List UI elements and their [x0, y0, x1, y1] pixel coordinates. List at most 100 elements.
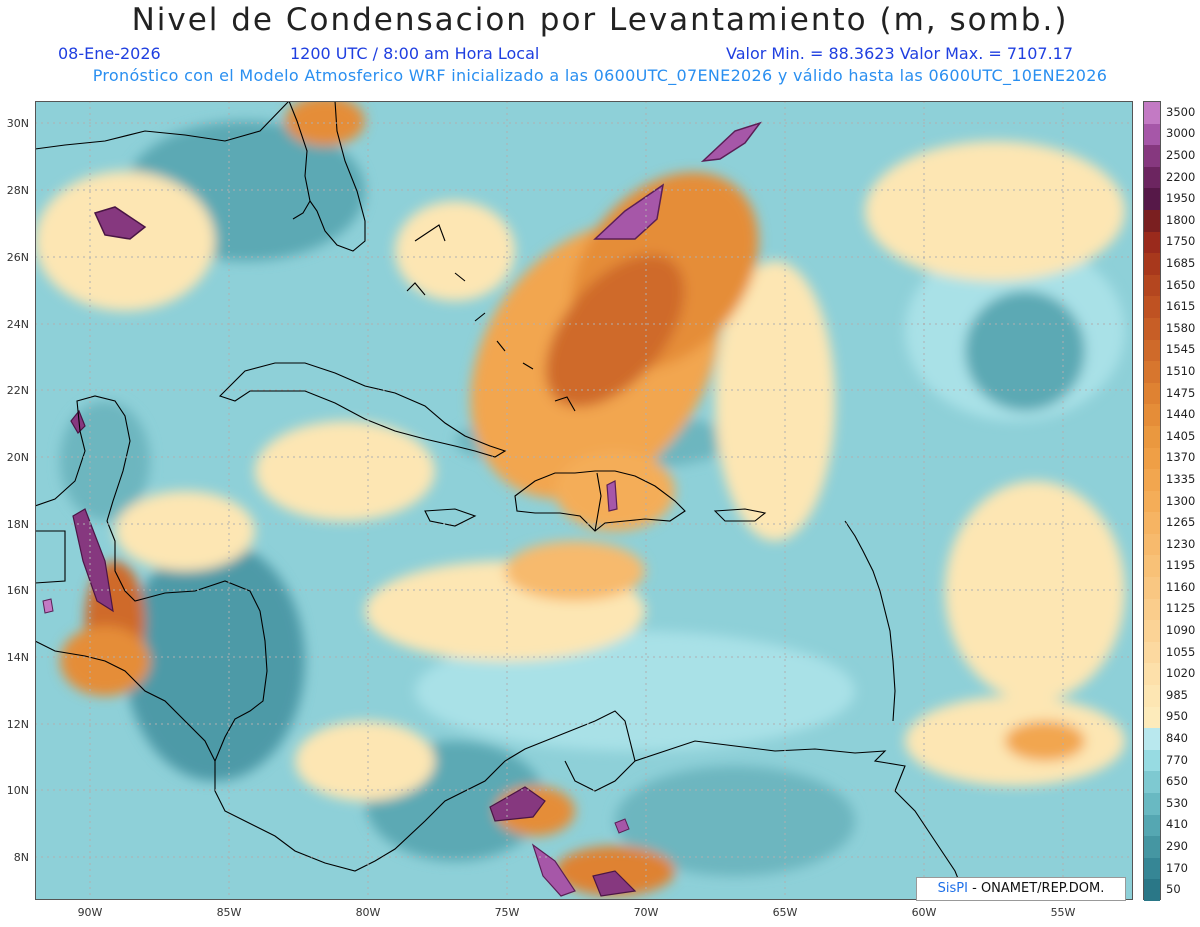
coastline-layer	[35, 101, 966, 897]
lon-tick-label: 80W	[355, 906, 381, 919]
legend-label: 985	[1166, 687, 1188, 702]
legend-swatch	[1144, 253, 1160, 276]
legend-swatch	[1144, 490, 1160, 513]
legend-swatch	[1144, 577, 1160, 600]
lon-tick-label: 70W	[633, 906, 659, 919]
legend-swatch	[1144, 533, 1160, 556]
legend-label: 1265	[1166, 515, 1196, 530]
legend-swatch	[1144, 663, 1160, 686]
gridline-layer	[35, 101, 1133, 900]
legend-swatch	[1144, 879, 1160, 902]
lat-tick-label: 8N	[13, 851, 29, 864]
legend-label: 1370	[1166, 450, 1196, 465]
lat-tick-label: 20N	[6, 451, 29, 464]
legend-label: 1545	[1166, 342, 1196, 357]
legend-label: 1300	[1166, 493, 1196, 508]
legend-swatch	[1144, 274, 1160, 297]
legend-swatch	[1144, 598, 1160, 621]
lat-tick-label: 18N	[6, 518, 29, 531]
legend-label: 1230	[1166, 536, 1196, 551]
lat-tick-label: 28N	[6, 184, 29, 197]
legend-label: 1020	[1166, 666, 1196, 681]
legend-label: 950	[1166, 709, 1188, 724]
legend-swatch	[1144, 857, 1160, 880]
sispi-logo: SisPI	[937, 881, 968, 896]
legend-swatch	[1144, 793, 1160, 816]
legend-swatch	[1144, 469, 1160, 492]
legend-swatch	[1144, 404, 1160, 427]
legend-swatch	[1144, 447, 1160, 470]
legend-swatch	[1144, 620, 1160, 643]
legend-swatch	[1144, 836, 1160, 859]
lat-tick-label: 14N	[6, 651, 29, 664]
legend-label: 2500	[1166, 147, 1196, 162]
legend-label: 170	[1166, 860, 1188, 875]
legend-label: 1055	[1166, 644, 1196, 659]
lon-tick-label: 65W	[772, 906, 798, 919]
credit-text: - ONAMET/REP.DOM.	[967, 881, 1105, 896]
legend-label: 1405	[1166, 428, 1196, 443]
legend-label: 1090	[1166, 623, 1196, 638]
lon-tick-label: 60W	[911, 906, 937, 919]
legend-swatch	[1144, 209, 1160, 233]
legend-label: 1750	[1166, 234, 1196, 249]
legend-label: 1580	[1166, 320, 1196, 335]
legend-swatch	[1144, 296, 1160, 319]
map-frame	[35, 101, 1133, 900]
legend-label: 1125	[1166, 601, 1196, 616]
forecast-time: 1200 UTC / 8:00 am Hora Local	[290, 44, 540, 63]
legend-swatch	[1144, 728, 1160, 751]
legend-label: 50	[1166, 882, 1181, 897]
legend-swatch	[1144, 382, 1160, 405]
legend-swatch	[1144, 123, 1160, 146]
legend-label: 1615	[1166, 299, 1196, 314]
legend-label: 1800	[1166, 212, 1196, 227]
lat-tick-label: 16N	[6, 584, 29, 597]
legend-swatch	[1144, 555, 1160, 578]
legend-swatch	[1144, 512, 1160, 535]
lon-tick-label: 90W	[77, 906, 103, 919]
legend-label: 770	[1166, 752, 1188, 767]
legend-swatch	[1144, 339, 1160, 362]
lat-tick-label: 30N	[6, 117, 29, 130]
map-title: Nivel de Condensacion por Levantamiento …	[131, 2, 1069, 38]
legend-swatch	[1144, 102, 1160, 125]
legend-label: 1950	[1166, 191, 1196, 206]
color-legend	[1143, 101, 1161, 902]
legend-label: 1510	[1166, 363, 1196, 378]
legend-swatch	[1144, 317, 1160, 341]
map-panel	[35, 101, 1133, 900]
legend-label: 290	[1166, 839, 1188, 853]
legend-swatch	[1144, 749, 1160, 772]
legend-label: 1650	[1166, 277, 1196, 292]
legend-label: 1685	[1166, 255, 1196, 270]
legend-swatch	[1144, 425, 1160, 448]
legend-swatch	[1144, 814, 1160, 837]
legend-swatch	[1144, 188, 1160, 211]
forecast-date: 08-Ene-2026	[58, 44, 161, 63]
shading-layer	[35, 101, 1125, 896]
forecast-note: Pronóstico con el Modelo Atmosferico WRF…	[92, 66, 1108, 85]
legend-label: 3000	[1166, 126, 1196, 141]
legend-swatch	[1144, 706, 1160, 729]
legend-swatch	[1144, 166, 1160, 189]
legend-label: 1160	[1166, 579, 1196, 594]
legend-swatch	[1144, 145, 1160, 168]
lon-tick-label: 75W	[494, 906, 520, 919]
lat-tick-label: 22N	[6, 384, 29, 397]
legend-swatch	[1144, 685, 1160, 708]
lat-tick-label: 24N	[6, 318, 29, 331]
legend-label: 840	[1166, 731, 1188, 746]
credit-box: SisPI - ONAMET/REP.DOM.	[916, 877, 1126, 901]
legend-swatch	[1144, 361, 1160, 384]
legend-label: 1335	[1166, 471, 1196, 486]
legend-swatch	[1144, 641, 1160, 664]
legend-label: 1195	[1166, 558, 1196, 573]
legend-swatch	[1144, 231, 1160, 254]
legend-label: 410	[1166, 817, 1188, 832]
lon-tick-label: 55W	[1050, 906, 1076, 919]
lat-tick-label: 12N	[6, 718, 29, 731]
maxima-layer	[42, 121, 763, 897]
legend-label: 650	[1166, 774, 1188, 789]
legend-label: 1440	[1166, 407, 1196, 422]
